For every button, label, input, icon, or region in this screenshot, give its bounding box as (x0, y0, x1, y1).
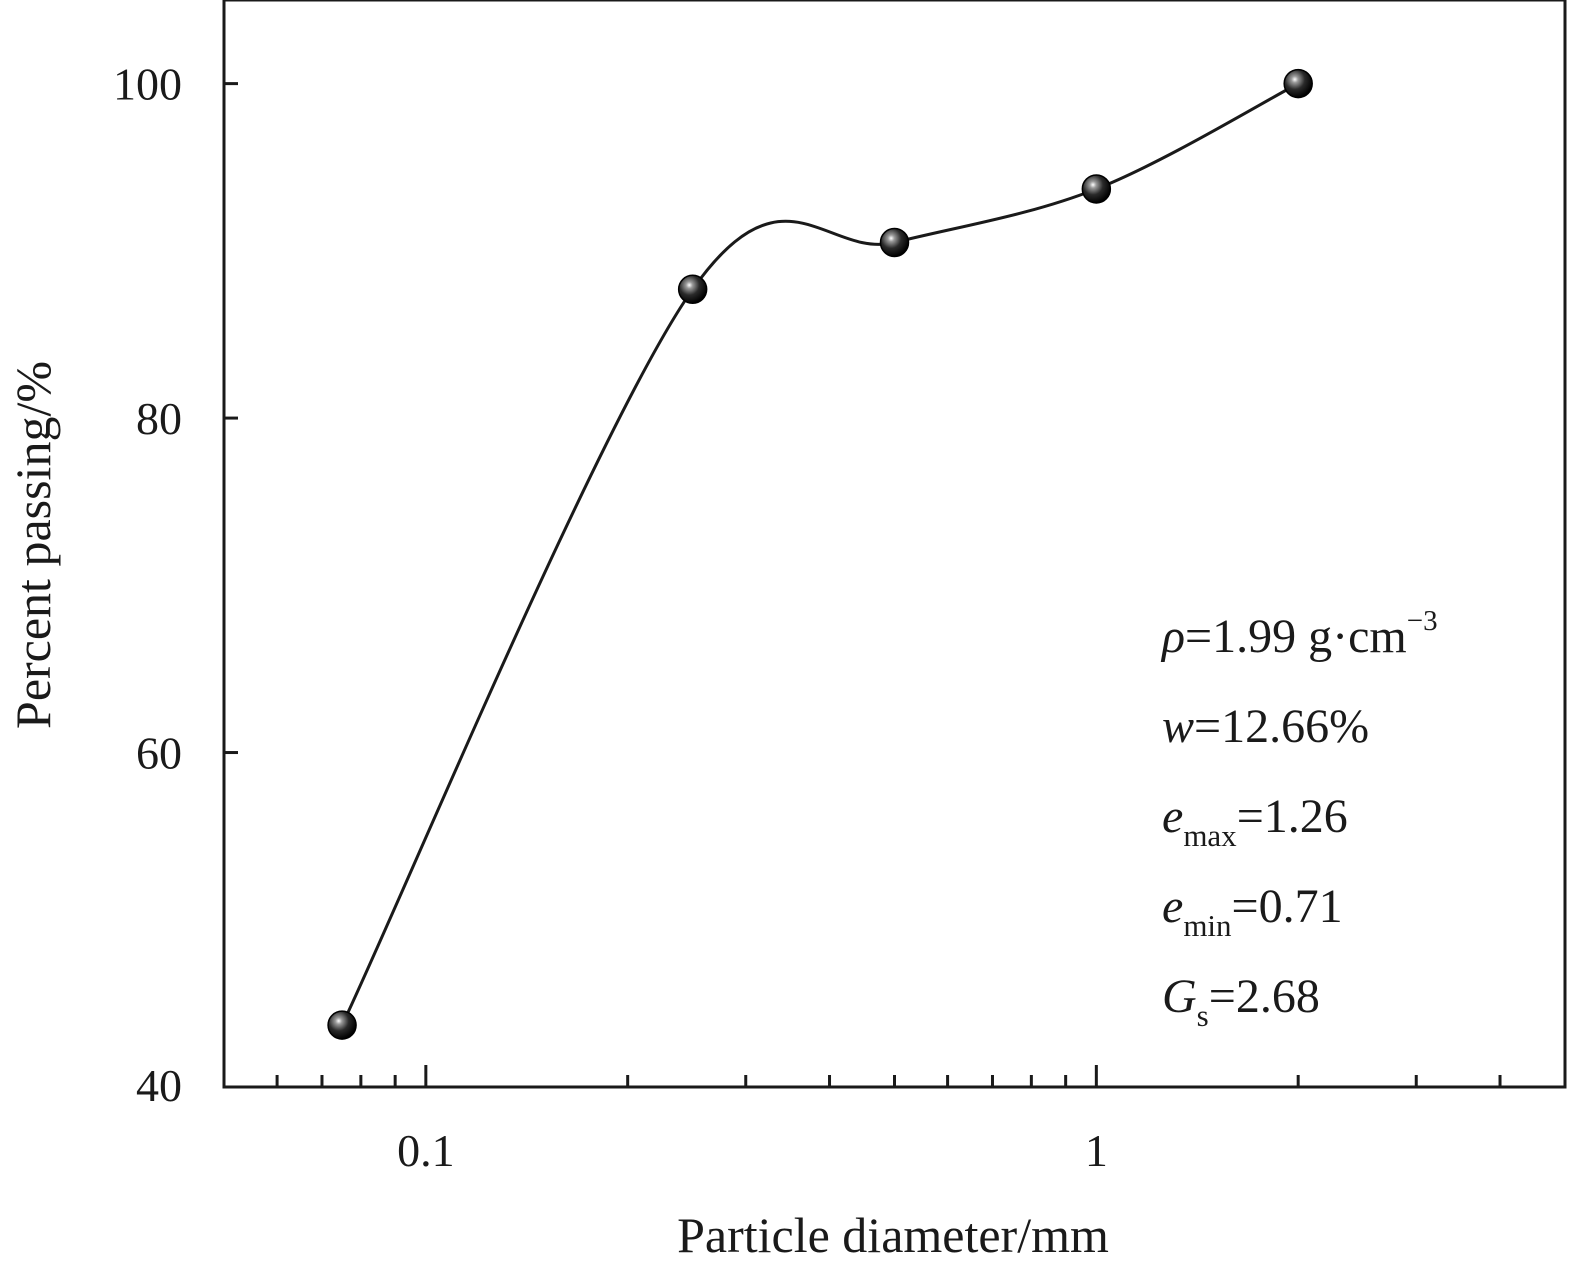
annotation-specific-gravity: Gs=2.68 (1162, 970, 1320, 1033)
data-point (677, 274, 708, 305)
y-tick-label: 80 (136, 393, 182, 444)
x-tick-label: 1 (1085, 1125, 1108, 1176)
data-point (1283, 68, 1313, 99)
y-tick-label: 40 (136, 1060, 182, 1111)
plot-frame (222, 0, 1567, 1089)
x-tick-label: 0.1 (397, 1125, 455, 1176)
x-axis-ticks (222, 1065, 1567, 1087)
annotation-e-min: emin=0.71 (1162, 880, 1343, 943)
x-axis-tick-labels: 0.1 1 (397, 1125, 1108, 1176)
annotation-e-max: emax=1.26 (1162, 790, 1348, 853)
y-tick-label: 60 (136, 728, 182, 779)
y-axis-ticks (224, 82, 238, 1089)
data-points (327, 68, 1313, 1040)
soil-properties-annotation: ρ=1.99 g·cm−3 w=12.66% emax=1.26 emin=0.71 G… (1160, 605, 1438, 1033)
data-point (879, 227, 910, 258)
data-point (327, 1010, 357, 1040)
data-point (1081, 174, 1112, 204)
annotation-water-content: w=12.66% (1162, 700, 1369, 753)
y-axis-tick-labels: 40 60 80 100 (113, 59, 182, 1111)
series-line (340, 82, 1299, 1026)
y-tick-label: 100 (113, 59, 182, 110)
x-axis-title: Particle diameter/mm (677, 1207, 1109, 1263)
y-axis-title: Percent passing/% (5, 361, 61, 729)
annotation-density: ρ=1.99 g·cm−3 (1160, 605, 1438, 663)
